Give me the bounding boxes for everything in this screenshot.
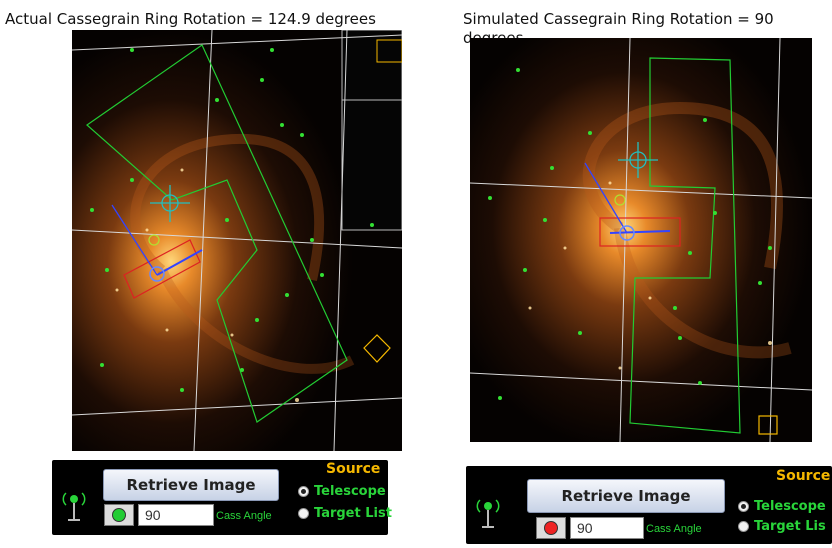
source-label: Source — [776, 468, 831, 484]
star-markers — [90, 48, 374, 392]
telescope-radio[interactable]: Telescope — [298, 484, 386, 499]
status-led-icon — [112, 508, 126, 522]
grid-line — [193, 30, 213, 451]
position-angle-line — [111, 204, 158, 276]
grid-line — [72, 397, 402, 416]
nucleus-marker — [149, 266, 165, 282]
radio-indicator[interactable] — [298, 486, 309, 497]
right-control-panel: Retrieve Image Source Telescope Target L… — [466, 466, 832, 544]
galaxy-glow — [470, 38, 812, 442]
left-overlay — [72, 30, 402, 451]
cass-angle-label: Cass Angle — [216, 510, 272, 522]
antenna-icon — [62, 492, 86, 521]
left-control-panel: Retrieve Image Source Telescope Target L… — [52, 460, 392, 535]
bright-stars — [528, 181, 772, 370]
spiral-arm — [614, 227, 792, 359]
grid-line — [769, 38, 781, 442]
right-sky-image — [470, 38, 812, 442]
bright-stars — [115, 168, 299, 402]
cass-angle-input[interactable] — [570, 517, 644, 539]
grid-line — [470, 182, 812, 199]
target-list-radio[interactable]: Target Lis — [738, 519, 826, 534]
target-list-radio[interactable]: Target List — [298, 506, 392, 521]
retrieve-image-button[interactable]: Retrieve Image — [527, 479, 725, 513]
grid-line — [72, 229, 402, 249]
guide-star-marker — [614, 194, 626, 206]
slit-box — [599, 217, 681, 247]
grid-line — [333, 30, 348, 451]
field-outline — [86, 44, 348, 423]
spiral-arm — [157, 267, 355, 374]
target-list-radio-label: Target List — [314, 506, 392, 521]
telescope-radio-label: Telescope — [754, 499, 826, 514]
slit-box — [123, 239, 201, 299]
guide-star-marker — [148, 234, 160, 246]
target-crosshair — [618, 142, 658, 178]
status-toggle[interactable] — [536, 517, 566, 539]
yellow-marker — [758, 415, 778, 435]
status-toggle[interactable] — [104, 504, 134, 526]
right-caption: Simulated Cassegrain Ring Rotation = 90 … — [463, 10, 774, 47]
inset-panel — [341, 30, 402, 231]
telescope-radio[interactable]: Telescope — [738, 499, 826, 514]
inset-yellow-box — [376, 39, 402, 63]
target-crosshair — [150, 185, 190, 222]
antenna-icon — [476, 499, 500, 528]
target-list-radio-label: Target Lis — [754, 519, 826, 534]
grid-line — [470, 372, 812, 391]
right-overlay — [470, 38, 812, 442]
radio-indicator[interactable] — [738, 521, 749, 532]
star-markers — [488, 68, 772, 400]
status-led-icon — [544, 521, 558, 535]
right-caption-line1: Simulated Cassegrain Ring Rotation = 90 — [463, 10, 774, 28]
spiral-arm — [130, 133, 325, 282]
cass-angle-label: Cass Angle — [646, 523, 702, 535]
retrieve-image-button[interactable]: Retrieve Image — [103, 469, 279, 501]
telescope-radio-label: Telescope — [314, 484, 386, 499]
yellow-marker — [363, 334, 391, 363]
field-outline — [629, 57, 741, 434]
cass-angle-input[interactable] — [138, 504, 214, 526]
radio-indicator[interactable] — [738, 501, 749, 512]
position-angle-line — [584, 162, 628, 234]
source-label: Source — [326, 461, 381, 477]
radio-indicator[interactable] — [298, 508, 309, 519]
slit-axis-line — [156, 249, 203, 276]
left-caption: Actual Cassegrain Ring Rotation = 124.9 … — [5, 10, 376, 28]
left-sky-image — [72, 30, 402, 451]
nucleus-marker — [619, 225, 635, 241]
